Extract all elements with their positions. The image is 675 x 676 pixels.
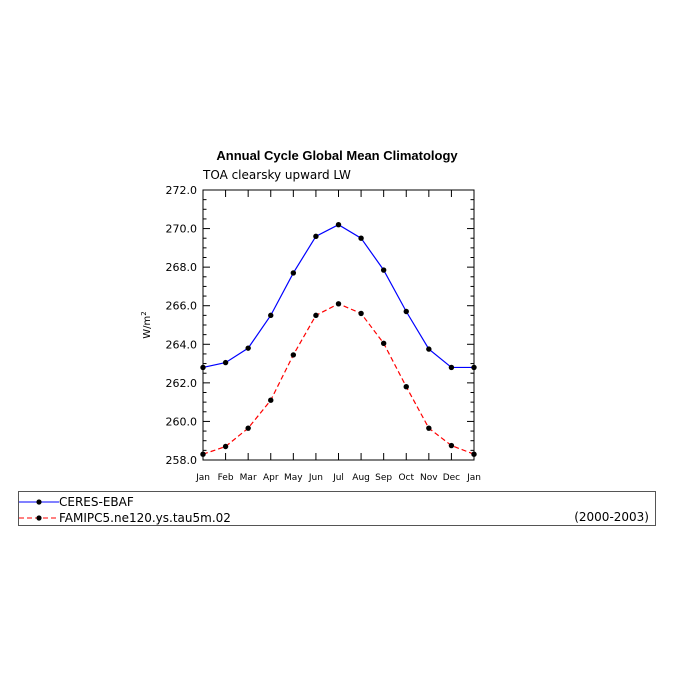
legend-label-famipc5: FAMIPC5.ne120.ys.tau5m.02 (59, 511, 231, 525)
x-tick-label: Dec (443, 473, 460, 483)
series-1-point (358, 310, 364, 317)
series-1-point (222, 443, 229, 450)
y-tick-label: 264.0 (166, 338, 198, 351)
y-axis-label: W/m2 (140, 311, 153, 338)
x-tick-label: Jan (195, 473, 210, 483)
series-1-point (245, 425, 251, 431)
y-tick-label: 268.0 (166, 261, 198, 274)
series-1-point (313, 312, 319, 319)
legend-swatch-ceres (19, 499, 59, 505)
series-layer (200, 222, 477, 457)
series-0-point (200, 364, 206, 371)
x-tick-label: Jan (466, 473, 481, 483)
series-1-point (290, 352, 297, 358)
chart-title: Annual Cycle Global Mean Climatology (216, 148, 458, 163)
series-0-point (290, 270, 297, 276)
legend: CERES-EBAF FAMIPC5.ne120.ys.tau5m.02 (20… (18, 491, 656, 526)
series-0-point (448, 364, 455, 371)
legend-swatch-famipc5 (19, 515, 59, 521)
x-tick-label: Jul (332, 473, 344, 483)
series-1-point (268, 397, 274, 403)
series-0-point (403, 308, 409, 315)
legend-item-famipc5: FAMIPC5.ne120.ys.tau5m.02 (19, 510, 655, 526)
x-tick-label: May (284, 473, 303, 483)
series-0-point (335, 222, 342, 228)
x-tick-label: Mar (240, 473, 257, 483)
series-0-point (358, 235, 364, 241)
x-tick-label: Jun (308, 473, 323, 483)
series-1-point (426, 425, 432, 431)
legend-label-ceres: CERES-EBAF (59, 495, 134, 509)
series-0-point (471, 364, 477, 371)
x-tick-label: Sep (375, 473, 392, 483)
series-0-point (313, 233, 319, 239)
series-0-point (222, 359, 229, 366)
x-tick-label: Aug (352, 473, 370, 483)
series-1-point (200, 451, 206, 457)
y-tick-label: 258.0 (166, 454, 198, 467)
y-tick-label: 260.0 (166, 415, 198, 428)
series-1-point (335, 301, 342, 307)
x-tick-label: Nov (420, 473, 438, 483)
axes: 258.0 260.0 262.0 264.0 266.0 268.0 270.0 272.0… (166, 184, 481, 483)
series-line-0 (202, 224, 474, 369)
y-tick-label: 272.0 (166, 184, 198, 197)
series-1-point (403, 384, 409, 390)
series-0-point (380, 267, 387, 273)
plot-frame (202, 189, 475, 461)
series-1-point (380, 340, 387, 347)
series-line-1 (202, 303, 475, 455)
y-tick-label: 266.0 (166, 300, 198, 313)
legend-item-ceres: CERES-EBAF (19, 494, 655, 510)
x-tick-label: Feb (218, 473, 234, 483)
y-tick-label: 262.0 (166, 377, 198, 390)
series-0-point (245, 345, 251, 351)
x-tick-label: Apr (263, 473, 279, 483)
series-0-point (426, 346, 432, 352)
chart: Annual Cycle Global Mean Climatology TOA… (140, 148, 481, 483)
chart-subtitle: TOA clearsky upward LW (202, 168, 351, 182)
y-tick-label: 270.0 (166, 223, 198, 236)
series-1-point (471, 451, 477, 457)
series-0-point (268, 312, 274, 319)
series-1-point (448, 442, 455, 449)
legend-period: (2000-2003) (574, 510, 649, 524)
x-tick-label: Oct (398, 473, 414, 483)
